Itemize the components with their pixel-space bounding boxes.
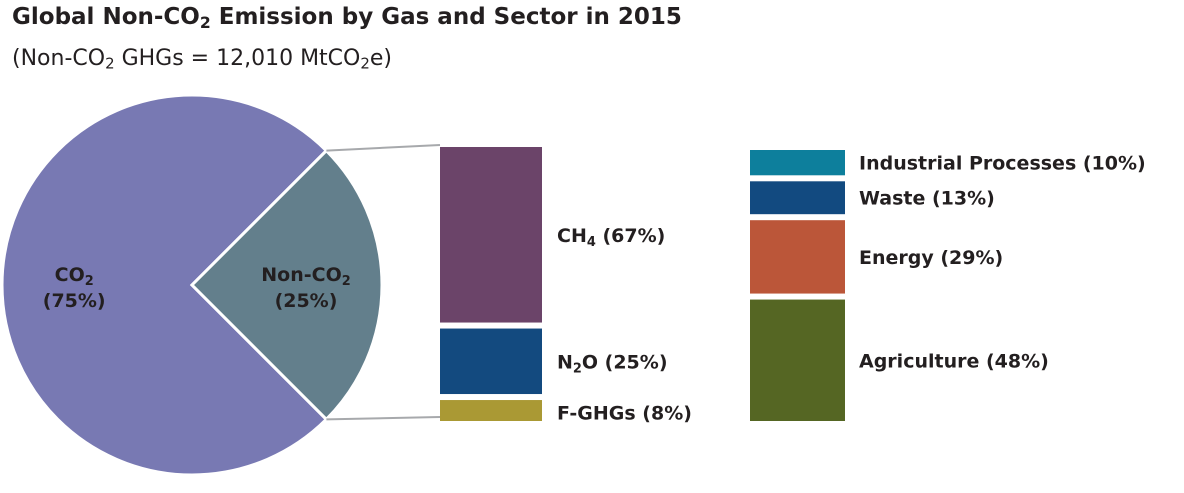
sector-breakdown-bar: Industrial Processes (10%) Waste (13%) Ene… (750, 150, 1146, 421)
pie-label-co2: CO2 (55, 264, 94, 289)
gas-breakdown-bar: CH4 (67%) N2O (25%) F-GHGs (8%) (440, 147, 692, 425)
gas-segment-n2o (440, 328, 542, 395)
pie-pct-co2: (75%) (43, 290, 106, 312)
pie-slice-nonco2 (189, 148, 384, 422)
gas-share-pie: CO2(75%) Non-CO2(25%) (0, 93, 384, 477)
sector-segment-industrial (750, 150, 845, 176)
sector-label-waste: Waste (13%) (859, 188, 995, 210)
pie-to-bar-connectors (326, 144, 441, 421)
gas-label-ch4: CH4 (67%) (557, 225, 665, 250)
sector-segment-energy (750, 220, 845, 294)
sector-segment-agriculture (750, 299, 845, 421)
gas-label-fghg: F-GHGs (8%) (557, 403, 692, 425)
sector-label-industrial: Industrial Processes (10%) (859, 153, 1146, 175)
gas-segment-ch4 (440, 147, 542, 323)
gas-segment-fghg (440, 400, 542, 421)
chart-subtitle: (Non-CO2 GHGs = 12,010 MtCO2e) (12, 46, 392, 73)
connector-top (326, 144, 441, 152)
sector-label-agriculture: Agriculture (48%) (859, 350, 1049, 372)
sector-label-energy: Energy (29%) (859, 247, 1003, 269)
pie-label-nonco2: Non-CO2 (261, 264, 350, 289)
chart-title: Global Non-CO2 Emission by Gas and Secto… (12, 4, 682, 32)
connector-bottom (326, 416, 441, 421)
pie-slice-co2 (0, 93, 329, 477)
pie-pct-nonco2: (25%) (275, 290, 338, 312)
sector-segment-waste (750, 181, 845, 215)
gas-label-n2o: N2O (25%) (557, 351, 668, 376)
